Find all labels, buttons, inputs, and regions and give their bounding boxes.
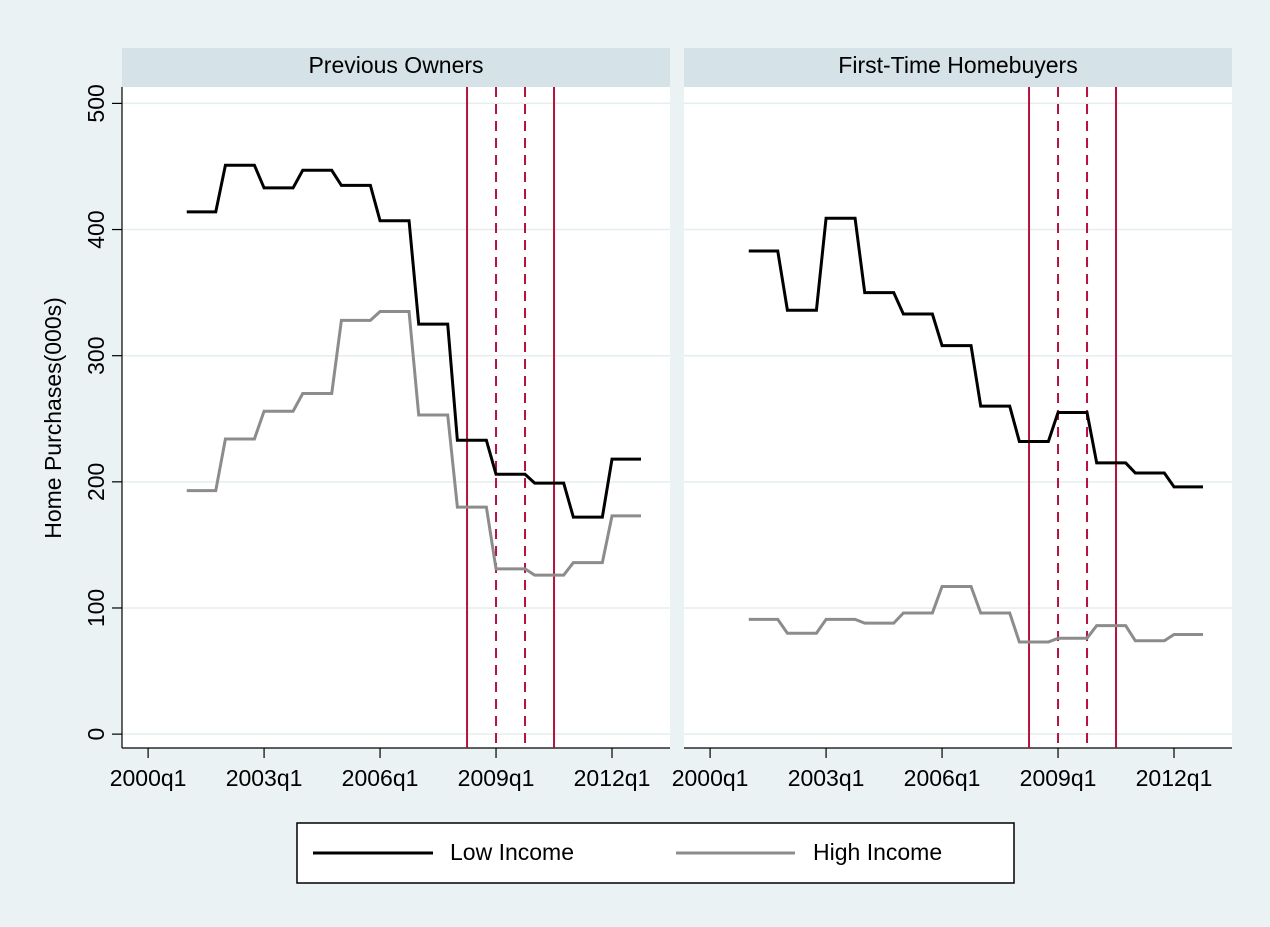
series-line: [748, 216, 1204, 489]
y-tick-label: 100: [83, 589, 109, 627]
x-tick-label: 2003q1: [788, 765, 865, 791]
x-tick-label: 2000q1: [672, 765, 749, 791]
x-tick-label: 2006q1: [904, 765, 981, 791]
x-tick-label: 2000q1: [110, 765, 187, 791]
plot-area: [122, 87, 670, 748]
panel-title: First-Time Homebuyers: [838, 52, 1077, 78]
series-line: [748, 585, 1204, 644]
x-tick-label: 2012q1: [574, 765, 651, 791]
y-tick-label: 0: [83, 728, 109, 741]
legend-label: High Income: [813, 839, 942, 865]
y-tick-label: 300: [83, 337, 109, 375]
x-tick-label: 2003q1: [226, 765, 303, 791]
series-line: [186, 163, 642, 519]
x-tick-label: 2009q1: [1020, 765, 1097, 791]
x-tick-label: 2006q1: [342, 765, 419, 791]
plot-area: [684, 87, 1232, 748]
header: [684, 48, 1232, 87]
header: [122, 48, 670, 87]
y-tick-label: 500: [83, 84, 109, 122]
y-axis-title: Home Purchases(000s): [40, 297, 66, 539]
x-tick-label: 2012q1: [1136, 765, 1213, 791]
y-tick-label: 200: [83, 463, 109, 501]
y-tick-label: 400: [83, 210, 109, 248]
legend-label: Low Income: [450, 839, 574, 865]
series-line: [186, 310, 642, 577]
x-tick-label: 2009q1: [458, 765, 535, 791]
panel-title: Previous Owners: [308, 52, 483, 78]
